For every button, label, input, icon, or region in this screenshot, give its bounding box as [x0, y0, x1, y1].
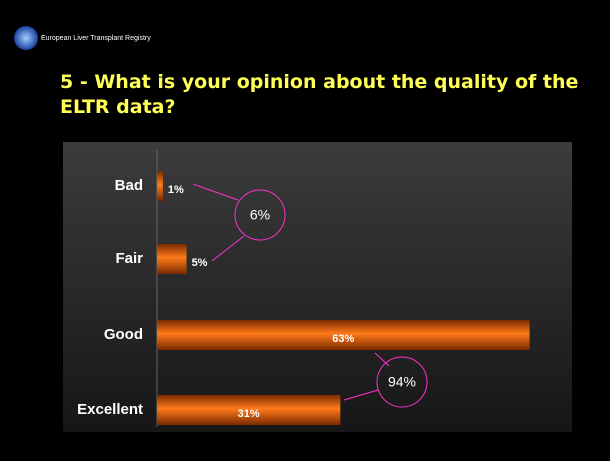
annotation-callouts: [192, 183, 428, 408]
y-tick-label: Good: [104, 326, 143, 343]
logo: [14, 26, 38, 50]
bar: [157, 171, 163, 201]
y-tick-label: Excellent: [77, 401, 143, 418]
value-label: 31%: [238, 408, 260, 420]
value-label: 1%: [168, 184, 184, 196]
y-tick-label: Bad: [115, 177, 143, 194]
bar: [157, 320, 530, 350]
plot-area: [63, 142, 572, 432]
organization: European Liver Transplant Registry: [41, 35, 151, 42]
value-label: 63%: [332, 333, 354, 345]
chart-title: 5 - What is your opinion about the quali…: [60, 71, 579, 118]
value-label: 5%: [192, 257, 208, 269]
annotation: 94%: [388, 374, 416, 390]
y-tick-label: Fair: [115, 250, 143, 267]
bar: [157, 244, 187, 274]
annotation: 6%: [250, 207, 270, 223]
bar: [157, 395, 341, 425]
